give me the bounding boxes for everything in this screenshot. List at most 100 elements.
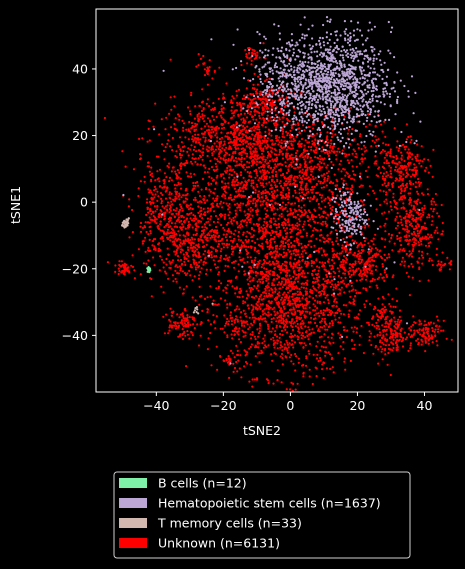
data-point [276, 202, 280, 205]
data-point [312, 285, 315, 288]
data-point [182, 150, 185, 153]
data-point [265, 279, 268, 282]
data-point [301, 332, 304, 335]
data-point [240, 311, 243, 314]
data-point [201, 217, 204, 220]
data-point [254, 306, 257, 309]
data-point [334, 283, 337, 286]
data-point [247, 137, 250, 140]
data-point [284, 183, 287, 186]
data-point [335, 184, 338, 187]
data-point [285, 293, 288, 297]
data-point [169, 96, 172, 99]
data-point [290, 285, 293, 288]
data-point [331, 324, 334, 327]
data-point [328, 189, 331, 192]
data-point [160, 202, 163, 205]
data-point [175, 193, 178, 196]
data-point [292, 306, 295, 309]
data-point [260, 266, 263, 269]
data-point [281, 349, 284, 352]
data-point [349, 269, 352, 272]
data-point [272, 251, 275, 254]
data-point [202, 147, 205, 150]
data-point [300, 286, 303, 289]
data-point [407, 242, 410, 245]
data-point [234, 260, 237, 263]
data-point [286, 186, 289, 190]
data-point [139, 153, 142, 156]
data-point [347, 175, 351, 179]
data-point [383, 253, 386, 256]
data-point [280, 215, 283, 218]
data-point [209, 119, 212, 122]
data-point [315, 199, 318, 202]
data-point [158, 180, 161, 183]
data-point [310, 173, 313, 176]
data-point [383, 161, 386, 164]
data-point [312, 229, 315, 232]
data-point [333, 173, 336, 176]
data-point [209, 207, 212, 210]
data-point [203, 132, 206, 135]
data-point [175, 156, 178, 159]
data-point [246, 351, 249, 354]
data-point [288, 120, 291, 123]
data-point [418, 184, 421, 188]
data-point [293, 299, 297, 302]
data-point [239, 226, 242, 229]
data-point [388, 240, 391, 243]
data-point [283, 291, 286, 294]
data-point [321, 146, 324, 149]
data-point [409, 196, 412, 200]
data-point [324, 328, 327, 331]
data-point [370, 239, 373, 242]
data-point [370, 270, 373, 273]
data-point [253, 259, 256, 262]
data-point [191, 162, 194, 165]
data-point [351, 186, 354, 189]
data-point [244, 168, 247, 171]
data-point [280, 212, 283, 216]
data-point [265, 228, 268, 231]
data-point [418, 280, 421, 283]
data-point [301, 250, 304, 253]
data-point [358, 185, 361, 188]
data-point [209, 218, 212, 221]
data-point [199, 143, 202, 146]
data-point [233, 184, 236, 187]
data-point [197, 219, 200, 222]
data-point [264, 235, 267, 238]
data-point [157, 155, 160, 158]
data-point [378, 250, 381, 253]
data-point [256, 174, 259, 177]
data-point [286, 281, 289, 284]
data-point [333, 262, 336, 265]
data-point [330, 312, 333, 315]
data-point [227, 221, 230, 224]
data-point [280, 277, 284, 280]
data-point [150, 166, 153, 169]
data-point [279, 245, 282, 248]
data-point [322, 311, 325, 315]
data-point [242, 220, 246, 223]
data-point [184, 189, 187, 192]
data-point [269, 239, 272, 242]
data-point [192, 184, 195, 187]
data-point [203, 120, 206, 123]
data-point [236, 104, 239, 107]
data-point [179, 187, 183, 190]
data-point [248, 221, 252, 224]
data-point [351, 347, 354, 350]
data-point [227, 259, 230, 262]
data-point [277, 260, 280, 263]
data-point [249, 120, 252, 123]
data-point [268, 159, 271, 163]
data-point [128, 198, 131, 201]
data-point [315, 294, 318, 297]
data-point [215, 158, 219, 161]
data-point [241, 140, 245, 143]
data-point [191, 153, 194, 156]
data-point [364, 125, 368, 128]
data-point [426, 193, 430, 196]
